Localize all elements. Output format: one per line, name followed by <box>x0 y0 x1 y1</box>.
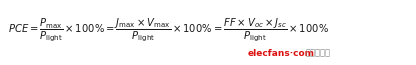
Text: elecfans·com: elecfans·com <box>248 49 314 58</box>
Text: $PCE = \dfrac{P_{\mathrm{max}}}{P_{\mathrm{light}}} \times 100\% = \dfrac{J_{\ma: $PCE = \dfrac{P_{\mathrm{max}}}{P_{\math… <box>8 16 329 44</box>
Text: 电子发烧友: 电子发烧友 <box>306 49 331 58</box>
